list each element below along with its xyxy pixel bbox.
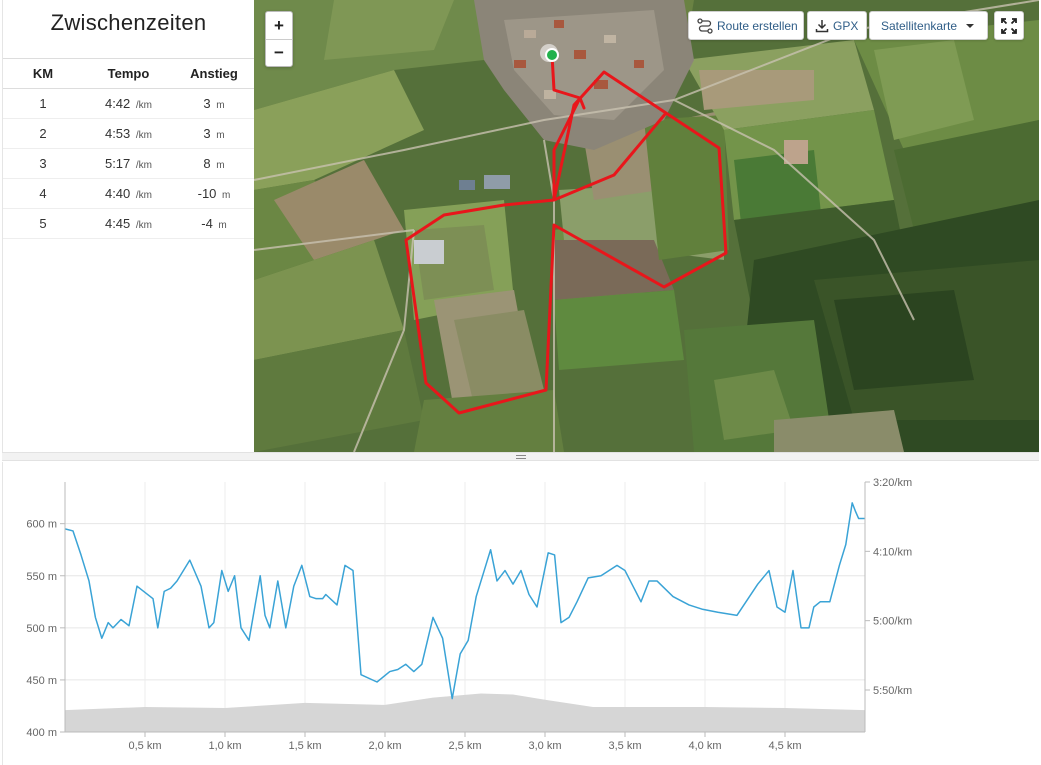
y-tick-label: 550 m [26, 571, 57, 583]
table-row: 3 5:17 /km 8 m [3, 148, 254, 179]
elevation-area [65, 693, 865, 732]
map-layer-select[interactable]: Satellitenkarte [869, 11, 988, 40]
climb-value: 3 [203, 96, 211, 111]
pace-unit: /km [135, 190, 153, 201]
x-tick-label: 2,5 km [448, 740, 481, 752]
pace-unit: /km [135, 220, 153, 231]
zoom-out-button[interactable]: − [266, 39, 292, 66]
table-row: 5 4:45 /km -4 m [3, 208, 254, 239]
pace-unit: /km [135, 100, 153, 111]
panel-resize-handle[interactable] [2, 452, 1039, 461]
pace-value: 4:42 [104, 96, 131, 111]
split-pace: 5:17 /km [83, 148, 174, 179]
y-tick-label: 400 m [26, 727, 57, 739]
climb-unit: m [216, 160, 225, 171]
fullscreen-button[interactable] [994, 11, 1024, 40]
split-km: 3 [3, 148, 83, 179]
split-pace: 4:45 /km [83, 208, 174, 239]
x-tick-label: 0,5 km [128, 740, 161, 752]
x-tick-label: 1,5 km [288, 740, 321, 752]
map-layer-value: Satellitenkarte [881, 18, 958, 33]
caret-down-icon [965, 23, 975, 29]
split-km: 1 [3, 88, 83, 119]
climb-unit: m [218, 220, 227, 231]
pace-value: 4:53 [104, 126, 131, 141]
climb-value: 8 [203, 156, 211, 171]
pace-line [64, 502, 865, 700]
split-km: 5 [3, 208, 83, 239]
zoom-in-button[interactable]: + [274, 15, 284, 35]
download-icon [815, 19, 829, 33]
chart-tick-labels: 400 m 450 m 500 m 550 m 600 m 0,5 km 1,0 km 1,5… [26, 477, 912, 752]
split-pace: 4:40 /km [83, 178, 174, 209]
column-header-climb: Anstieg [174, 58, 254, 89]
pace-tick-label: 4:10/km [873, 546, 912, 558]
elevation-pace-chart: 400 m 450 m 500 m 550 m 600 m 0,5 km 1,0 km 1,5… [2, 462, 1039, 765]
gpx-download-button[interactable]: GPX [807, 11, 867, 40]
split-climb: 3 m [174, 118, 254, 149]
split-climb: 3 m [174, 88, 254, 119]
satellite-map[interactable]: + − Route erstellen GPX [254, 0, 1039, 452]
pace-tick-label: 5:50/km [873, 685, 912, 697]
climb-unit: m [222, 190, 231, 201]
field-patches [254, 0, 1039, 452]
column-header-km: KM [3, 58, 83, 89]
y-tick-label: 600 m [26, 519, 57, 531]
pace-tick-label: 5:00/km [873, 616, 912, 628]
satellite-imagery[interactable] [254, 0, 1039, 452]
start-marker[interactable] [540, 44, 559, 62]
pace-value: 4:40 [104, 186, 131, 201]
climb-value: -4 [201, 216, 213, 231]
village-area [414, 0, 808, 264]
pace-unit: /km [135, 130, 153, 141]
pace-value: 5:17 [104, 156, 131, 171]
split-climb: 8 m [174, 148, 254, 179]
split-km: 2 [3, 118, 83, 149]
x-tick-label: 3,5 km [608, 740, 641, 752]
y-tick-label: 450 m [26, 675, 57, 687]
split-climb: -10 m [174, 178, 254, 209]
x-tick-label: 4,0 km [688, 740, 721, 752]
grip-icon [515, 454, 526, 459]
pace-tick-label: 3:20/km [873, 477, 912, 489]
split-pace: 4:53 /km [83, 118, 174, 149]
table-row: 2 4:53 /km 3 m [3, 118, 254, 149]
route-track [404, 53, 728, 415]
table-row: 1 4:42 /km 3 m [3, 88, 254, 119]
climb-value: 3 [203, 126, 211, 141]
y-tick-label: 500 m [26, 623, 57, 635]
splits-title: Zwischenzeiten [50, 10, 207, 35]
x-tick-label: 1,0 km [208, 740, 241, 752]
x-tick-label: 4,5 km [768, 740, 801, 752]
split-km: 4 [3, 178, 83, 209]
splits-table: KM Tempo Anstieg 1 4:42 /km 3 m 2 4:53 /… [3, 58, 254, 239]
fullscreen-icon [1001, 17, 1017, 34]
x-tick-label: 3,0 km [528, 740, 561, 752]
create-route-button[interactable]: Route erstellen [688, 11, 804, 40]
pace-unit: /km [135, 160, 153, 171]
pace-line-layer [64, 502, 865, 700]
zoom-control: + − [265, 11, 293, 67]
elevation-area-layer [65, 693, 865, 732]
split-pace: 4:42 /km [83, 88, 174, 119]
x-tick-label: 2,0 km [368, 740, 401, 752]
table-row: 4 4:40 /km -10 m [3, 178, 254, 209]
pace-value: 4:45 [104, 216, 131, 231]
climb-unit: m [216, 100, 225, 111]
create-route-label: Route erstellen [717, 18, 798, 33]
climb-value: -10 [197, 186, 217, 201]
gpx-label: GPX [833, 18, 859, 33]
chart-axes [60, 481, 870, 737]
chart-grid [65, 482, 865, 733]
column-header-pace: Tempo [83, 58, 174, 89]
chart-canvas: 400 m 450 m 500 m 550 m 600 m 0,5 km 1,0 km 1,5… [26, 477, 912, 752]
climb-unit: m [216, 130, 225, 141]
splits-panel: Zwischenzeiten KM Tempo Anstieg 1 4:42 /… [2, 0, 254, 452]
split-climb: -4 m [174, 208, 254, 239]
route-icon [697, 17, 713, 34]
splits-header-row: KM Tempo Anstieg [3, 58, 254, 89]
